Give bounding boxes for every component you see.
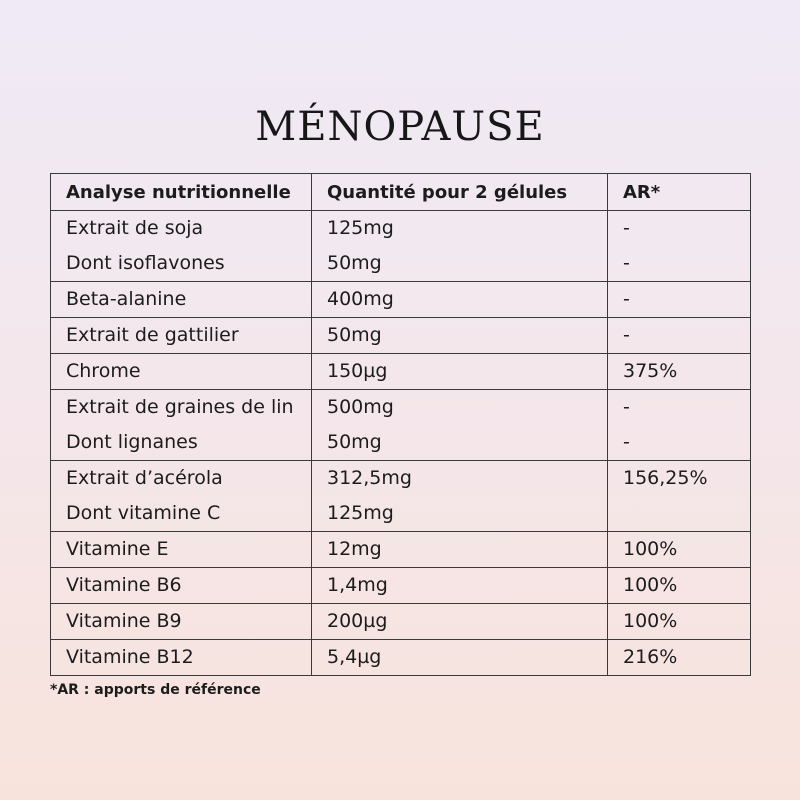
nutrient-name: Vitamine B12 bbox=[50, 639, 312, 676]
page-title: MÉNOPAUSE bbox=[255, 104, 545, 150]
nutrient-ar: 100% bbox=[607, 531, 751, 568]
nutrient-ar: 100% bbox=[607, 603, 751, 640]
table-row: Vitamine B12 5,4µg 216% bbox=[50, 639, 751, 676]
footnote: *AR : apports de référence bbox=[50, 682, 261, 698]
nutrient-name: Chrome bbox=[50, 353, 312, 390]
table-row: Vitamine B6 1,4mg 100% bbox=[50, 567, 751, 604]
nutrient-name: Extrait de gattilier bbox=[50, 317, 312, 354]
nutrient-quantity: 12mg bbox=[311, 531, 608, 568]
table-header-row: Analyse nutritionnelle Quantité pour 2 g… bbox=[50, 173, 751, 211]
nutrient-name: Extrait de graines de lin bbox=[50, 389, 312, 425]
nutrient-name: Dont lignanes bbox=[50, 425, 312, 461]
nutrient-quantity: 125mg bbox=[311, 496, 608, 532]
table-row: Extrait de graines de lin 500mg - bbox=[50, 389, 751, 425]
nutrient-name: Extrait de soja bbox=[50, 210, 312, 246]
nutrient-quantity: 200µg bbox=[311, 603, 608, 640]
header-quantity: Quantité pour 2 gélules bbox=[311, 173, 608, 211]
header-nutrient: Analyse nutritionnelle bbox=[50, 173, 312, 211]
nutrient-quantity: 312,5mg bbox=[311, 460, 608, 496]
nutrient-ar: - bbox=[607, 389, 751, 425]
table-row: Chrome 150µg 375% bbox=[50, 353, 751, 390]
nutrient-quantity: 400mg bbox=[311, 281, 608, 318]
nutrient-ar: 375% bbox=[607, 353, 751, 390]
nutrient-quantity: 5,4µg bbox=[311, 639, 608, 676]
nutrient-ar bbox=[607, 496, 751, 532]
table-row: Dont vitamine C 125mg bbox=[50, 496, 751, 532]
nutrient-quantity: 50mg bbox=[311, 246, 608, 282]
nutrient-quantity: 500mg bbox=[311, 389, 608, 425]
nutrient-ar: - bbox=[607, 425, 751, 461]
table-row: Dont lignanes 50mg - bbox=[50, 425, 751, 461]
nutrient-ar: 100% bbox=[607, 567, 751, 604]
nutrient-name: Extrait d’acérola bbox=[50, 460, 312, 496]
nutrient-name: Vitamine B6 bbox=[50, 567, 312, 604]
nutrient-name: Beta-alanine bbox=[50, 281, 312, 318]
table-row: Extrait de gattilier 50mg - bbox=[50, 317, 751, 354]
nutrient-ar: - bbox=[607, 246, 751, 282]
table-row: Vitamine B9 200µg 100% bbox=[50, 603, 751, 640]
nutrient-ar: - bbox=[607, 281, 751, 318]
nutrient-quantity: 50mg bbox=[311, 425, 608, 461]
nutrient-ar: - bbox=[607, 317, 751, 354]
table-row: Extrait d’acérola 312,5mg 156,25% bbox=[50, 460, 751, 496]
nutrient-quantity: 50mg bbox=[311, 317, 608, 354]
header-ar: AR* bbox=[607, 173, 751, 211]
nutrient-quantity: 1,4mg bbox=[311, 567, 608, 604]
nutrient-ar: 156,25% bbox=[607, 460, 751, 496]
nutrient-ar: - bbox=[607, 210, 751, 246]
nutrition-table: Analyse nutritionnelle Quantité pour 2 g… bbox=[50, 173, 751, 676]
nutrient-ar: 216% bbox=[607, 639, 751, 676]
nutrient-name: Dont isoflavones bbox=[50, 246, 312, 282]
table-row: Dont isoflavones 50mg - bbox=[50, 246, 751, 282]
nutrient-name: Vitamine B9 bbox=[50, 603, 312, 640]
nutrient-name: Dont vitamine C bbox=[50, 496, 312, 532]
nutrient-name: Vitamine E bbox=[50, 531, 312, 568]
table-row: Beta-alanine 400mg - bbox=[50, 281, 751, 318]
nutrient-quantity: 125mg bbox=[311, 210, 608, 246]
table-row: Vitamine E 12mg 100% bbox=[50, 531, 751, 568]
table-row: Extrait de soja 125mg - bbox=[50, 210, 751, 246]
nutrient-quantity: 150µg bbox=[311, 353, 608, 390]
